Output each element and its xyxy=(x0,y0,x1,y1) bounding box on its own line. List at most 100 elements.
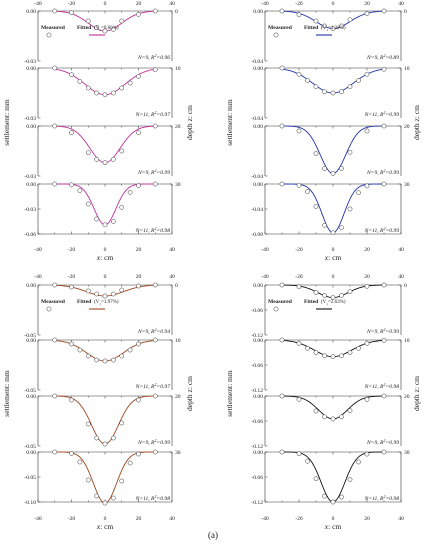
y-tick-label: 0.00 xyxy=(253,66,263,72)
measured-point xyxy=(339,293,344,298)
measured-point xyxy=(322,493,327,499)
legend-fitted-label: Fitted xyxy=(304,299,319,305)
measured-point xyxy=(152,8,158,14)
measured-point xyxy=(152,282,158,288)
measured-point xyxy=(85,353,91,359)
measured-point xyxy=(356,190,361,196)
measured-point xyxy=(330,499,336,505)
measured-point xyxy=(313,408,319,414)
y-tick-label: 0.00 xyxy=(26,394,36,400)
measured-point xyxy=(330,171,336,176)
measured-point xyxy=(347,84,353,90)
y-tick-label: 0.00 xyxy=(26,66,36,72)
measured-point xyxy=(330,354,336,360)
measured-point xyxy=(313,18,319,24)
measured-point xyxy=(339,166,344,171)
fit-stat-label: N=11, R2=0.98 xyxy=(364,383,400,390)
measured-point xyxy=(313,476,319,482)
measured-point xyxy=(296,71,302,77)
measured-point xyxy=(52,393,58,399)
legend-fitted-label: Fitted xyxy=(304,25,319,31)
legend-measured-marker xyxy=(273,32,279,38)
measured-point xyxy=(152,67,158,73)
measured-point xyxy=(102,222,108,228)
y-tick-label: -0.05 xyxy=(24,333,36,339)
measured-point xyxy=(102,28,108,34)
depth-tick-label: 0 xyxy=(404,283,407,289)
y-tick-label: 0.00 xyxy=(253,450,263,456)
measured-point xyxy=(102,92,108,98)
measured-point xyxy=(136,11,141,17)
measured-point xyxy=(330,26,336,31)
measured-point xyxy=(52,181,58,187)
depth-tick-label: 10 xyxy=(175,66,181,72)
fit-stat-label: N=9, R2=0.96 xyxy=(137,54,170,61)
panel-depth-10: 0.00 -0.03 10 N=11, R2=0.97 xyxy=(24,65,181,122)
measured-point xyxy=(127,460,133,466)
fit-stat-label: N=11, R2=0.97 xyxy=(135,111,171,118)
panel-depth-30: 0.00 -0.03 -0.06 30 N=11, R2=0.98 xyxy=(24,181,181,238)
fit-stat-label: N=11, R2=0.99 xyxy=(364,111,400,118)
y-tick-label: -0.12 xyxy=(251,500,263,506)
panel-depth-20: 0.00 -0.06 -0.12 20 N=9, R2=0.99 xyxy=(251,393,410,450)
measured-point xyxy=(313,350,319,355)
y-tick-label: -0.12 xyxy=(251,444,263,450)
fitted-curve xyxy=(282,451,384,503)
depth-axis-title: depth z: cm xyxy=(412,105,421,140)
measured-point xyxy=(356,459,361,465)
measured-point xyxy=(85,85,91,91)
measured-point xyxy=(322,166,327,171)
measured-point xyxy=(296,128,302,134)
measured-point xyxy=(119,353,125,359)
y-tick-label: -0.05 xyxy=(24,475,36,481)
panel-depth-30: 0.00 -0.04 -0.08 30 N=11, R2=0.99 xyxy=(251,181,410,238)
measured-point xyxy=(296,451,302,457)
x-tick-label-top: 20 xyxy=(364,1,370,7)
y-tick-label: -0.08 xyxy=(251,232,263,238)
panel-depth-0: 0.00 -0.06 -0.12 0 N=9, R2=0.99 xyxy=(251,282,407,339)
fit-stat-label: N=9, R2=0.99 xyxy=(137,439,170,446)
x-tick-label-top: 0 xyxy=(104,274,107,280)
measured-point xyxy=(279,449,285,455)
y-tick-label: -0.12 xyxy=(251,333,263,339)
measured-point xyxy=(85,150,91,156)
measured-point xyxy=(322,23,327,29)
x-tick-label-bottom: 20 xyxy=(364,516,370,522)
fit-stat-label: N=9, R2=0.99 xyxy=(366,328,399,335)
legend-measured-label: Measured xyxy=(268,299,293,305)
measured-point xyxy=(127,347,133,353)
measured-point xyxy=(52,282,58,288)
measured-point xyxy=(279,123,285,129)
measured-point xyxy=(111,26,116,32)
y-tick-label: -0.12 xyxy=(251,388,263,394)
measured-point xyxy=(279,181,285,187)
x-tick-label-bottom: 40 xyxy=(398,247,404,253)
measured-point xyxy=(339,23,344,29)
x-tick-label-bottom: 40 xyxy=(169,247,175,253)
measured-point xyxy=(296,182,302,188)
fitted-curve xyxy=(54,68,156,96)
measured-point xyxy=(94,357,99,363)
panel-depth-20: 0.00 -0.05 20 N=9, R2=0.99 xyxy=(24,393,181,450)
y-tick-label: -0.05 xyxy=(24,388,36,394)
depth-tick-label: 0 xyxy=(175,283,178,289)
x-tick-label-top: -40 xyxy=(261,274,269,280)
x-tick-label-top: 0 xyxy=(332,1,335,7)
y-tick-label: -0.06 xyxy=(251,363,263,369)
measured-point xyxy=(69,397,74,403)
measured-point xyxy=(102,441,108,447)
legend-fitted-label: Fitted xyxy=(77,299,92,305)
figure-caption: (a) xyxy=(208,530,218,540)
measured-point xyxy=(322,353,327,359)
measured-point xyxy=(102,500,108,506)
measured-point xyxy=(69,284,74,290)
measured-point xyxy=(94,493,99,499)
measured-point xyxy=(330,295,336,300)
measured-point xyxy=(305,458,310,464)
fitted-curve xyxy=(282,183,384,234)
measured-point xyxy=(152,449,158,455)
measured-point xyxy=(364,396,370,402)
measured-point xyxy=(69,451,74,456)
panel-depth-0: 0.00 -0.04 0 N=9, R2=0.89 xyxy=(251,8,407,65)
